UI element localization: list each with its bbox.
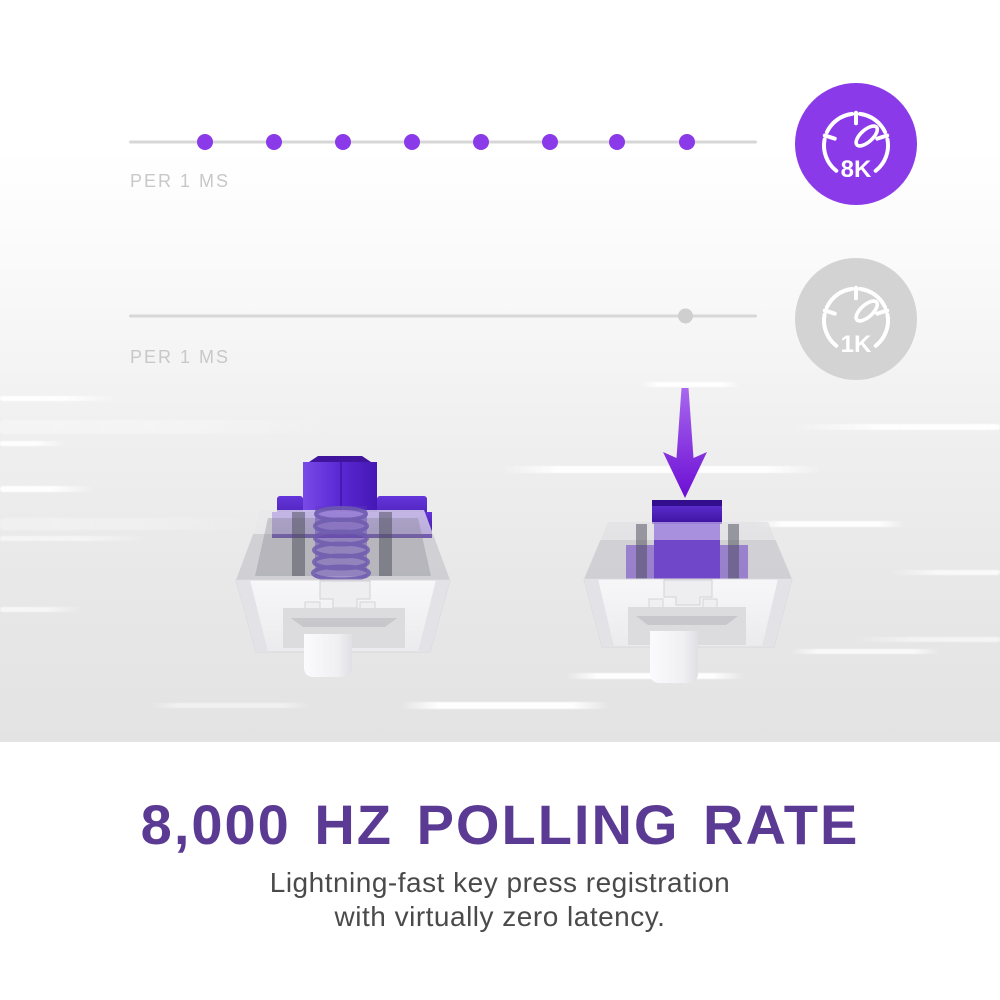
badge-8k: 8K — [795, 83, 917, 205]
switch-pressed-illustration — [583, 500, 793, 683]
gauge-needle — [854, 299, 880, 323]
speed-line — [790, 649, 940, 654]
subtitle-line-1: Lightning-fast key press registration — [269, 867, 731, 898]
timeline-1k — [129, 304, 757, 328]
speed-line — [150, 703, 310, 708]
switch-spring — [311, 506, 371, 582]
gauge-needle — [854, 124, 880, 148]
speed-line — [855, 637, 1000, 642]
press-down-arrow-icon — [663, 388, 707, 498]
timeline-8k — [129, 130, 757, 154]
switch-contact-rail — [636, 524, 647, 579]
switch-bottom-post — [304, 634, 352, 677]
speed-line — [640, 382, 740, 387]
timeline-dot — [542, 134, 558, 150]
speed-line — [0, 607, 82, 612]
speed-line — [500, 466, 825, 473]
speed-line — [0, 536, 150, 541]
timeline-dot — [677, 308, 693, 324]
switch-unpressed-illustration — [235, 456, 451, 677]
timeline-dot — [266, 134, 282, 150]
speed-line — [400, 702, 610, 709]
timeline-dot — [197, 134, 213, 150]
timeline-dot — [609, 134, 625, 150]
subtitle-line-2: with virtually zero latency. — [334, 901, 666, 932]
badge-1k-label: 1K — [841, 331, 872, 358]
speedometer-icon: 8K — [822, 110, 890, 183]
badge-1k: 1K — [795, 258, 917, 380]
switch-bottom-post — [650, 631, 698, 683]
switch-contact-rail — [292, 512, 305, 576]
speed-line — [0, 396, 120, 401]
timeline-line — [129, 314, 757, 318]
switch-contact-rail — [728, 524, 739, 579]
speedometer-icon: 1K — [822, 285, 890, 358]
timeline-dot — [404, 134, 420, 150]
speed-line — [0, 518, 250, 530]
speed-line — [0, 486, 96, 492]
switch-contact-rail — [379, 512, 392, 576]
per-1ms-label: PER 1 MS — [130, 171, 231, 191]
headline-subtitle: Lightning-fast key press registration wi… — [0, 866, 1000, 934]
speed-line — [754, 521, 906, 527]
headline-title: 8,000 HZ POLLING RATE — [140, 793, 860, 856]
timeline-line — [129, 140, 757, 144]
speed-line — [788, 424, 1000, 430]
badge-8k-label: 8K — [841, 156, 872, 183]
speed-line — [0, 441, 66, 446]
timeline-dot — [679, 134, 695, 150]
switch-clip — [663, 579, 713, 606]
switch-stem-body — [654, 522, 720, 579]
timeline-dot — [335, 134, 351, 150]
timeline-dot — [473, 134, 489, 150]
speed-line — [890, 570, 1000, 575]
per-1ms-label: PER 1 MS — [130, 347, 231, 367]
speed-line — [0, 420, 330, 434]
